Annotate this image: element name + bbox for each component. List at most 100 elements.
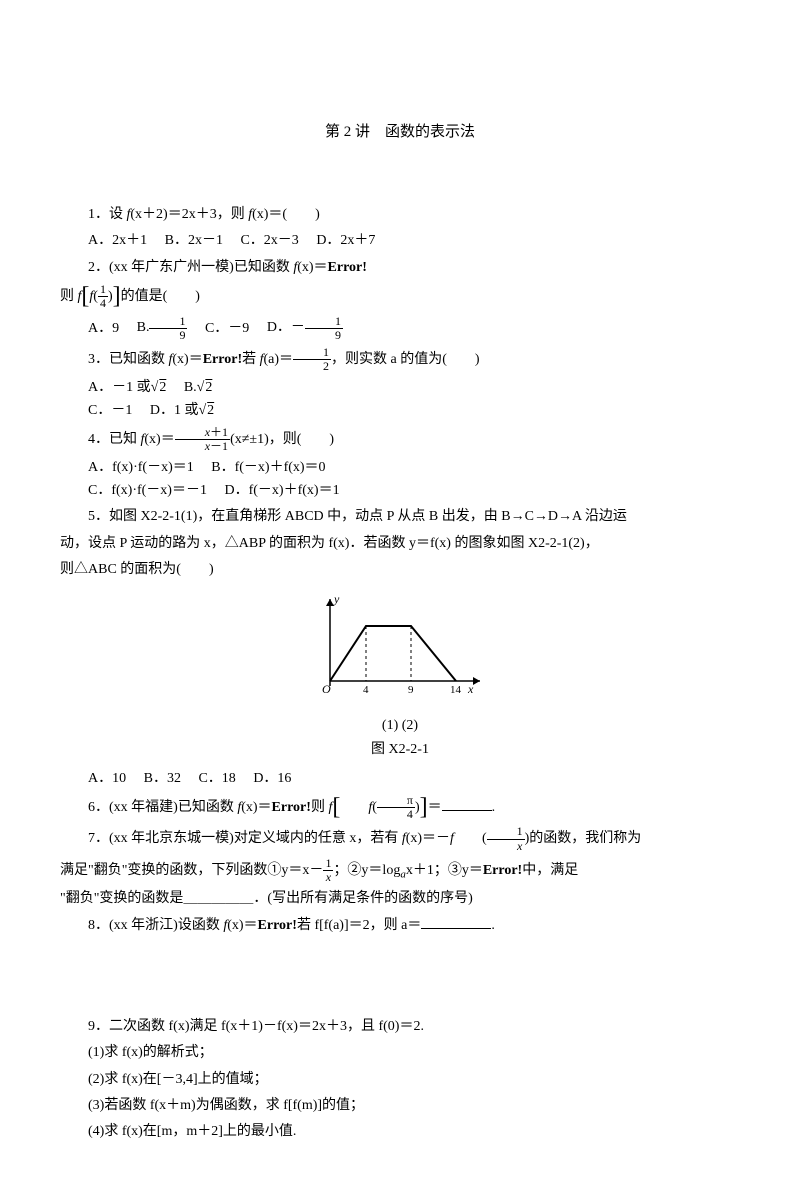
svg-text:4: 4 [363, 684, 369, 696]
question-9-p2: (2)求 f(x)在[－3,4]上的值域； [60, 1069, 740, 1091]
q3-optD: D．1 或√2 [150, 403, 214, 418]
svg-text:14: 14 [450, 684, 462, 696]
q4-stem: 4．已知 [88, 432, 141, 447]
q4-optC: C．f(x)·f(－x)＝－1 [88, 483, 207, 498]
q6-error: Error! [272, 800, 311, 815]
q2-line2: 则 f[f(14)]的值是( ) [60, 283, 740, 310]
q5-label-right: (2) [402, 715, 602, 737]
q8-expr: (x)＝ [227, 918, 257, 933]
q7-l2c: x＋1；③y＝ [406, 863, 483, 878]
q1-optD: D．2x＋7 [316, 233, 375, 248]
q3-options-row1: A．－1 或√2 B.√2 [60, 377, 740, 399]
q3-expr2: (a)＝ [264, 352, 294, 367]
q5-caption: 图 X2-2-1 [60, 739, 740, 761]
q5-graph: O 4 9 14 x y [310, 591, 490, 701]
q2-optB: B.19 [137, 320, 188, 335]
q3-frac: 12 [293, 346, 331, 373]
q3-expr1: (x)＝ [172, 352, 202, 367]
q8-tail: . [491, 918, 495, 933]
q4-cond: (x≠±1)，则( ) [230, 432, 334, 447]
page-title: 第 2 讲 函数的表示法 [60, 120, 740, 144]
question-8: 8．(xx 年浙江)设函数 f(x)＝Error!若 f[f(a)]＝2，则 a… [60, 914, 740, 937]
q6-eq: ＝ [428, 800, 442, 815]
q2-rbracket: ] [113, 283, 121, 309]
q2-lbracket: [ [81, 283, 89, 309]
q2-inner: f(14) [89, 283, 112, 310]
q1-options: A．2x＋1 B．2x－1 C．2x－3 D．2x＋7 [60, 230, 740, 252]
question-9-p1: (1)求 f(x)的解析式； [60, 1042, 740, 1064]
q6-stem: 6．(xx 年福建)已知函数 [88, 800, 237, 815]
q5-graph-row: O 4 9 14 x y [60, 591, 740, 709]
q3-mid: 若 [242, 352, 260, 367]
q7-l2a: 满足"翻负"变换的函数，下列函数①y＝x－ [60, 863, 323, 878]
q2-optC: C．－9 [205, 320, 249, 335]
question-9-p3: (3)若函数 f(x＋m)为偶函数，求 f[f(m)]的值； [60, 1095, 740, 1117]
q6-mid: 则 [311, 800, 329, 815]
q3-options-row2: C．－1 D．1 或√2 [60, 400, 740, 422]
question-1: 1．设 f(x＋2)＝2x＋3，则 f(x)＝( ) [60, 204, 740, 226]
q1-expr1: (x＋2)＝2x＋3，则 [130, 207, 248, 222]
question-5-line3: 则△ABC 的面积为( ) [60, 559, 740, 581]
document-page: 第 2 讲 函数的表示法 1．设 f(x＋2)＝2x＋3，则 f(x)＝( ) … [0, 0, 800, 1188]
q2-options: A．9 B.19 C．－9 D．－19 [60, 315, 740, 342]
q5-optC: C．18 [198, 771, 235, 786]
q4-optD: D．f(－x)＋f(x)＝1 [224, 483, 339, 498]
q1-optB: B．2x－1 [165, 233, 223, 248]
svg-text:x: x [467, 682, 474, 696]
q5-label-left: (1) [198, 715, 398, 737]
q6-blank [442, 796, 492, 811]
question-2: 2．(xx 年广东广州一模)已知函数 f(x)＝Error! [60, 257, 740, 279]
q7-frac1x: (1x) [454, 825, 529, 852]
question-5-line1: 5．如图 X2-2-1(1)，在直角梯形 ABCD 中，动点 P 从点 B 出发… [60, 506, 740, 528]
section-gap [60, 942, 740, 1012]
question-3: 3．已知函数 f(x)＝Error!若 f(a)＝12，则实数 a 的值为( ) [60, 346, 740, 373]
q8-mid: 若 [297, 918, 315, 933]
q2-expr: (x)＝ [297, 260, 327, 275]
q5-optD: D．16 [253, 771, 291, 786]
q7-l2b: ；②y＝log [333, 863, 400, 878]
svg-text:O: O [322, 682, 331, 696]
q1-expr2: (x)＝( ) [252, 207, 320, 222]
q5-options: A．10 B．32 C．18 D．16 [60, 768, 740, 790]
q4-optA: A．f(x)·f(－x)＝1 [88, 460, 194, 475]
q5-optB: B．32 [144, 771, 181, 786]
q4-frac: x＋1x－1 [175, 426, 230, 453]
q7-l1c: 的函数，我们称为 [529, 831, 641, 846]
q3-tail: ，则实数 a 的值为( ) [331, 352, 480, 367]
q6-lbr: [ [332, 794, 340, 820]
q5-optA: A．10 [88, 771, 126, 786]
q2-error: Error! [328, 260, 367, 275]
q8-error: Error! [258, 918, 297, 933]
q4-expr1: (x)＝ [144, 432, 174, 447]
q3-optA: A．－1 或√2 [88, 380, 166, 395]
q7-error: Error! [483, 863, 522, 878]
q8-cond: f[f(a)]＝2，则 a＝ [314, 918, 421, 933]
q1-stem: 1．设 [88, 207, 127, 222]
q4-options-row2: C．f(x)·f(－x)＝－1 D．f(－x)＋f(x)＝1 [60, 480, 740, 502]
question-7-line3: "翻负"变换的函数是＿＿＿＿＿．(写出所有满足条件的函数的序号) [60, 888, 740, 910]
question-9-stem: 9．二次函数 f(x)满足 f(x＋1)－f(x)＝2x＋3，且 f(0)＝2. [60, 1016, 740, 1038]
q5-graph-labels: (1) (2) [60, 715, 740, 737]
q7-l1b: (x)＝－ [406, 831, 450, 846]
q4-options-row1: A．f(x)·f(－x)＝1 B．f(－x)＋f(x)＝0 [60, 457, 740, 479]
q6-inner: f(π4) [340, 794, 419, 821]
q8-stem: 8．(xx 年浙江)设函数 [88, 918, 223, 933]
question-5-line2: 动，设点 P 运动的路为 x，△ABP 的面积为 f(x)．若函数 y＝f(x)… [60, 533, 740, 555]
q7-l2d: 中，满足 [522, 863, 578, 878]
q3-error: Error! [203, 352, 242, 367]
q3-stem: 3．已知函数 [88, 352, 169, 367]
question-7-line1: 7．(xx 年北京东城一模)对定义域内的任意 x，若有 f(x)＝－f(1x)的… [60, 825, 740, 852]
q2-stem: 2．(xx 年广东广州一模)已知函数 [88, 260, 293, 275]
question-7-line2: 满足"翻负"变换的函数，下列函数①y＝x－1x；②y＝logax＋1；③y＝Er… [60, 857, 740, 884]
svg-text:y: y [333, 592, 340, 606]
q2-line2a: 则 [60, 289, 78, 304]
question-4: 4．已知 f(x)＝x＋1x－1(x≠±1)，则( ) [60, 426, 740, 453]
q6-expr: (x)＝ [241, 800, 271, 815]
question-9-p4: (4)求 f(x)在[m，m＋2]上的最小值. [60, 1121, 740, 1143]
q6-tail: . [492, 800, 496, 815]
q8-blank [421, 914, 491, 929]
q3-optB: B.√2 [184, 380, 213, 395]
q1-optA: A．2x＋1 [88, 233, 147, 248]
q4-optB: B．f(－x)＋f(x)＝0 [211, 460, 325, 475]
q7-l1a: 7．(xx 年北京东城一模)对定义域内的任意 x，若有 [88, 831, 402, 846]
